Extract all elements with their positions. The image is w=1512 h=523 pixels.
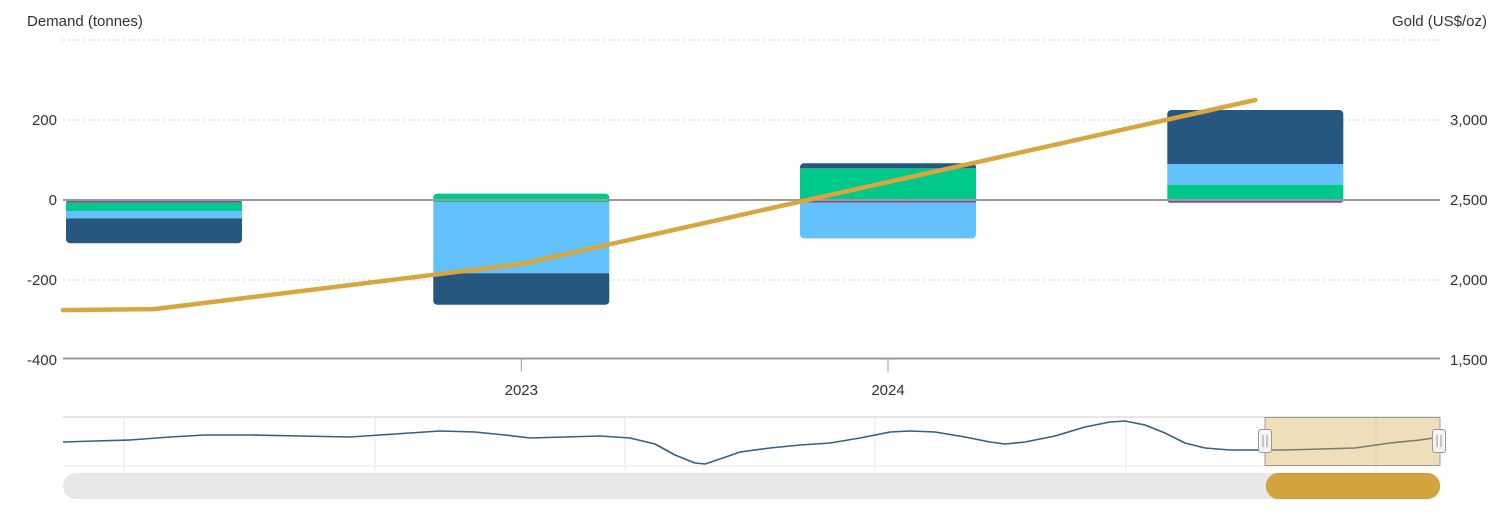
- scrollbar-thumb[interactable]: [1265, 472, 1441, 500]
- y-axis-label-right: 3,000: [1450, 112, 1488, 129]
- left-axis-title: Demand (tonnes): [27, 13, 143, 30]
- y-axis-label-left: 0: [49, 192, 57, 209]
- bar-2-segment-light_blue[interactable]: [800, 202, 976, 239]
- y-axis-label-left: -200: [27, 272, 57, 289]
- navigator-handle-left[interactable]: [1258, 429, 1272, 453]
- y-axis-label-right: 1,500: [1450, 352, 1488, 369]
- bar-1-segment-green[interactable]: [433, 193, 610, 203]
- right-axis-title: Gold (US$/oz): [1391, 13, 1487, 30]
- y-axis-label-left: -400: [27, 352, 57, 369]
- navigator-handle-right[interactable]: [1432, 429, 1446, 453]
- bar-2-segment-navy[interactable]: [800, 163, 976, 169]
- bar-3-segment-navy[interactable]: [1167, 110, 1344, 164]
- bar-3-segment-light_blue[interactable]: [1167, 164, 1344, 185]
- gold-price-line[interactable]: [60, 97, 1258, 313]
- bar-1-segment-navy[interactable]: [433, 273, 610, 305]
- bar-0-segment-light_blue[interactable]: [66, 211, 242, 219]
- x-axis-label: 2023: [505, 382, 538, 399]
- navigator-selected-range[interactable]: [1264, 417, 1441, 466]
- bar-0-segment-navy[interactable]: [66, 218, 242, 244]
- scrollbar-track[interactable]: [63, 473, 1440, 499]
- bar-0-segment-green[interactable]: [66, 202, 242, 212]
- bar-3-segment-green[interactable]: [1167, 184, 1344, 200]
- y-axis-label-left: 200: [32, 112, 57, 129]
- navigator-series-line: [62, 420, 1441, 465]
- x-axis-label: 2024: [871, 382, 904, 399]
- y-axis-label-right: 2,000: [1450, 272, 1488, 289]
- y-axis-label-right: 2,500: [1450, 192, 1488, 209]
